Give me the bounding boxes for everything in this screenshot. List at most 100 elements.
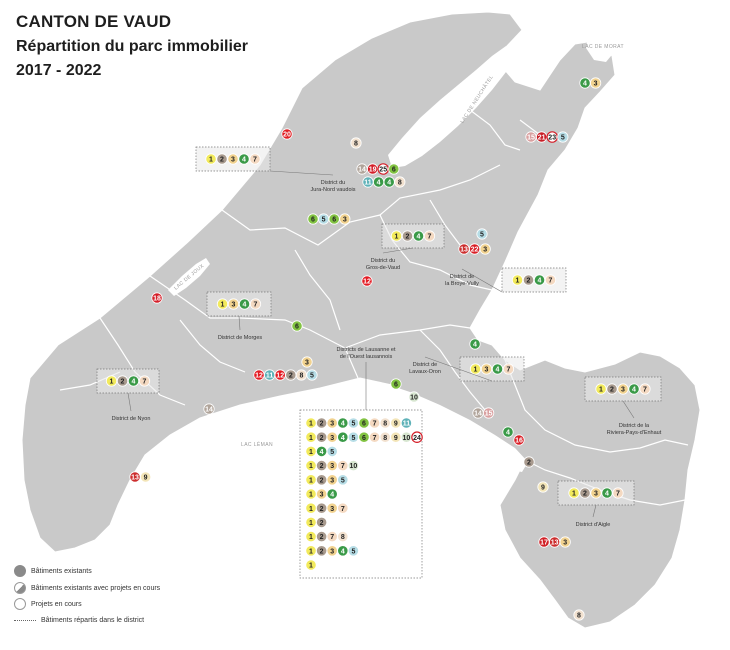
marker-4: 4 [238, 153, 250, 165]
point-group-yv2: 11 4 4 8 [362, 176, 406, 188]
marker-number: 1 [309, 520, 313, 527]
legend-district: Bâtiments répartis dans le district [14, 617, 144, 624]
marker-number: 6 [332, 217, 336, 224]
marker-number: 6 [392, 167, 396, 174]
marker-number: 3 [320, 492, 324, 499]
marker-number: 1 [572, 491, 576, 498]
marker-circle [388, 163, 400, 175]
marker-4: 4 [337, 417, 349, 429]
marker-7: 7 [249, 298, 262, 310]
marker-number: 3 [330, 548, 334, 555]
marker-3: 3 [480, 363, 493, 375]
marker-number: 2 [320, 421, 324, 428]
marker-number: 18 [153, 296, 161, 303]
lake-morat [586, 28, 618, 62]
district-name: District du [321, 180, 345, 186]
marker-circle [411, 431, 423, 443]
marker-number: 4 [417, 234, 421, 241]
marker-circle [227, 153, 239, 165]
marker-number: 16 [515, 438, 523, 445]
marker-number: 23 [548, 135, 556, 142]
point-group-nyon: 13 9 [129, 471, 152, 483]
marker-10: 10 [400, 431, 412, 443]
marker-number: 8 [299, 373, 303, 380]
marker-24: 24 [411, 431, 423, 443]
marker-circle [337, 502, 349, 514]
marker-number: 9 [541, 485, 545, 492]
leader-line [461, 268, 503, 293]
marker-number: 6 [311, 217, 315, 224]
marker-5: 5 [557, 131, 569, 143]
marker-6: 6 [328, 213, 340, 225]
legend-projects-icon [14, 598, 26, 610]
marker-1: 1 [305, 445, 317, 457]
marker-5: 5 [337, 474, 349, 486]
marker-number: 3 [330, 463, 334, 470]
marker-number: 4 [330, 492, 334, 499]
marker-8: 8 [379, 417, 391, 429]
marker-circle [469, 338, 481, 350]
marker-number: 14 [358, 167, 366, 174]
marker-7: 7 [368, 431, 381, 443]
district-name: District de Nyon [112, 416, 151, 422]
marker-1: 1 [305, 474, 317, 486]
map-subtitle: Répartition du parc immobilier [16, 38, 249, 55]
marker-4: 4 [372, 176, 385, 188]
marker-3: 3 [326, 545, 338, 557]
marker-number: 2 [320, 477, 324, 484]
marker-circle [238, 298, 251, 310]
marker-number: 1 [309, 449, 313, 456]
marker-number: 10 [410, 395, 418, 402]
marker-4: 4 [469, 338, 481, 350]
marker-number: 3 [305, 360, 309, 367]
marker-23: 23 [546, 131, 558, 143]
marker-number: 6 [394, 382, 398, 389]
marker-1: 1 [216, 298, 229, 310]
marker-number: 2 [220, 157, 224, 164]
marker-number: 5 [322, 217, 326, 224]
marker-number: 3 [485, 367, 489, 374]
leader-line [622, 400, 635, 419]
marker-number: 11 [266, 373, 274, 380]
marker-9: 9 [140, 471, 152, 483]
marker-3: 3 [326, 459, 338, 472]
marker-number: 1 [474, 367, 478, 374]
marker-number: 4 [341, 421, 345, 428]
marker-5: 5 [317, 213, 330, 225]
marker-circle [390, 378, 402, 390]
point-group-p12: 12 [361, 275, 373, 287]
marker-number: 14 [474, 411, 482, 418]
marker-number: 8 [354, 141, 358, 148]
marker-circle [573, 609, 585, 621]
marker-number: 11 [403, 421, 411, 428]
marker-7: 7 [326, 530, 338, 543]
marker-circle [205, 153, 217, 165]
marker-number: 6 [362, 421, 366, 428]
legend-existing-icon [14, 565, 26, 577]
marker-number: 21 [538, 135, 546, 142]
marker-circle [612, 487, 624, 499]
marker-number: 1 [209, 157, 213, 164]
point-group-vevey: 14 15 [472, 407, 495, 419]
marker-2: 2 [523, 456, 535, 468]
point-group-p8b: 8 [573, 609, 585, 621]
marker-4: 4 [533, 274, 546, 286]
lakes [124, 28, 618, 620]
marker-number: 1 [309, 506, 313, 513]
marker-number: 6 [295, 324, 299, 331]
marker-number: 4 [242, 157, 246, 164]
marker-3: 3 [559, 536, 571, 548]
point-group-aigle: 17 13 3 [538, 536, 571, 548]
marker-1: 1 [305, 488, 317, 500]
marker-circle [326, 488, 338, 500]
marker-number: 1 [309, 435, 313, 442]
marker-circle [116, 375, 129, 387]
marker-3: 3 [227, 298, 240, 310]
marker-14: 14 [356, 163, 368, 175]
marker-number: 3 [594, 81, 598, 88]
district-box-lausanne: 1 2 3 4 5 6 7 8 9 111 2 3 4 5 6 7 8 9 10 241 4 51 2 3 7 101 2 3 51 3 4… [299, 347, 423, 579]
